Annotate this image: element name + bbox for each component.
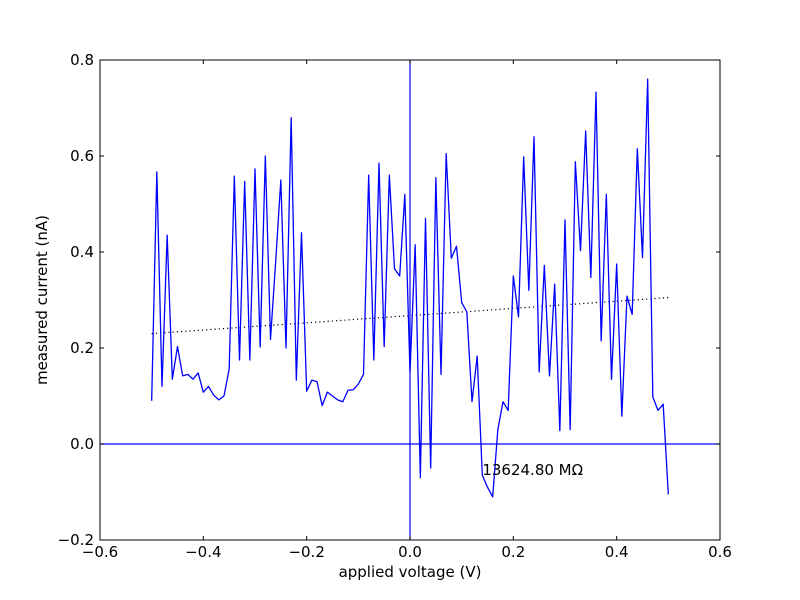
resistance-annotation: 13624.80 MΩ [482, 461, 583, 479]
y-tick-label: 0.0 [70, 435, 94, 453]
x-tick-label: 0.2 [501, 543, 525, 561]
x-tick-label: 0.0 [398, 543, 422, 561]
y-tick-label: 0.2 [70, 339, 94, 357]
series-layer [151, 78, 669, 498]
y-tick-label: −0.2 [58, 531, 94, 549]
reference-lines [100, 60, 720, 540]
tick-labels: −0.6 −0.4 −0.2 0.0 0.2 0.4 0.6 −0.2 0.0 0.2 0.4 0.6… [58, 51, 732, 561]
y-tick-label: 0.6 [70, 147, 94, 165]
y-axis-label: measured current (nA) [33, 215, 51, 385]
x-axis-label: applied voltage (V) [339, 563, 482, 581]
series-line-0 [151, 78, 669, 498]
x-tick-label: −0.4 [185, 543, 221, 561]
axis-ticks [99, 59, 721, 541]
x-tick-label: −0.6 [82, 543, 118, 561]
y-tick-label: 0.4 [70, 243, 94, 261]
x-tick-label: 0.6 [708, 543, 732, 561]
y-tick-label: 0.8 [70, 51, 94, 69]
x-tick-label: 0.4 [605, 543, 629, 561]
x-tick-label: −0.2 [288, 543, 324, 561]
